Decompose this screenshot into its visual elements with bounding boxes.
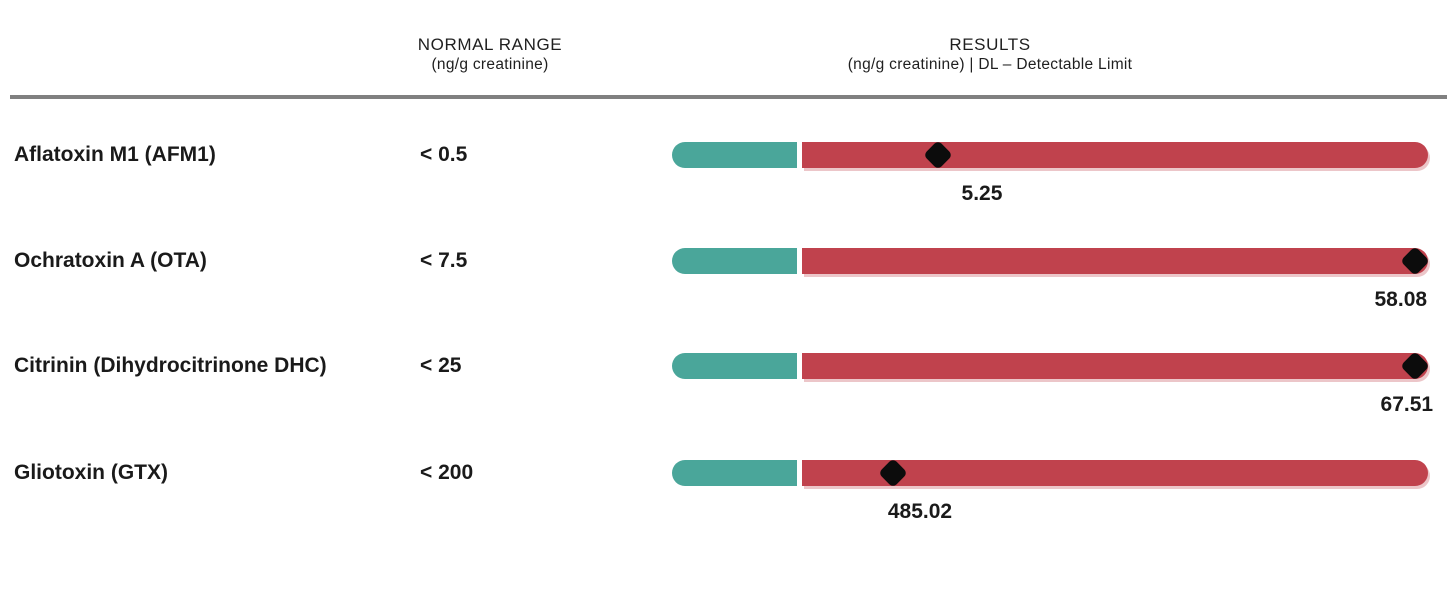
result-bar: 58.08: [672, 246, 1430, 311]
table-row-ochratoxin: Ochratoxin A (OTA) < 7.5 58.08: [0, 246, 1456, 311]
elevated-zone-segment: [801, 353, 1428, 379]
elevated-zone-segment: [801, 248, 1428, 274]
normal-range-column-header: NORMAL RANGE (ng/g creatinine): [418, 34, 562, 75]
normal-range-value: < 25: [420, 354, 462, 377]
result-bar: 67.51: [672, 351, 1433, 416]
analyte-label: Ochratoxin A (OTA): [14, 249, 207, 272]
normal-range-subtitle: (ng/g creatinine): [431, 56, 549, 73]
elevated-zone-segment: [801, 142, 1428, 168]
results-subtitle: (ng/g creatinine) | DL – Detectable Limi…: [847, 56, 1133, 73]
table-row-gliotoxin: Gliotoxin (GTX) < 200 485.02: [0, 458, 1456, 523]
result-value: 58.08: [1374, 288, 1428, 311]
normal-zone-segment: [672, 142, 797, 168]
results-title: RESULTS: [949, 35, 1031, 54]
result-value: 485.02: [887, 500, 953, 523]
normal-zone-segment: [672, 460, 797, 486]
normal-range-value: < 7.5: [420, 249, 468, 272]
analyte-label: Gliotoxin (GTX): [14, 461, 168, 484]
normal-zone-segment: [672, 353, 797, 379]
table-row-aflatoxin: Aflatoxin M1 (AFM1) < 0.5 5.25: [0, 140, 1456, 205]
results-column-header: RESULTS (ng/g creatinine) | DL – Detecta…: [848, 34, 1133, 75]
normal-range-value: < 200: [420, 461, 474, 484]
table-row-citrinin: Citrinin (Dihydrocitrinone DHC) < 25 67.…: [0, 351, 1456, 416]
normal-range-title: NORMAL RANGE: [417, 35, 563, 54]
result-value: 5.25: [961, 182, 1003, 205]
analyte-label: Citrinin (Dihydrocitrinone DHC): [14, 354, 327, 377]
result-value: 67.51: [1380, 393, 1434, 416]
result-bar: 485.02: [672, 458, 1428, 523]
normal-zone-segment: [672, 248, 797, 274]
analyte-label: Aflatoxin M1 (AFM1): [14, 143, 216, 166]
normal-range-value: < 0.5: [420, 143, 468, 166]
result-bar: 5.25: [672, 140, 1428, 205]
header-divider-line: [10, 95, 1447, 99]
